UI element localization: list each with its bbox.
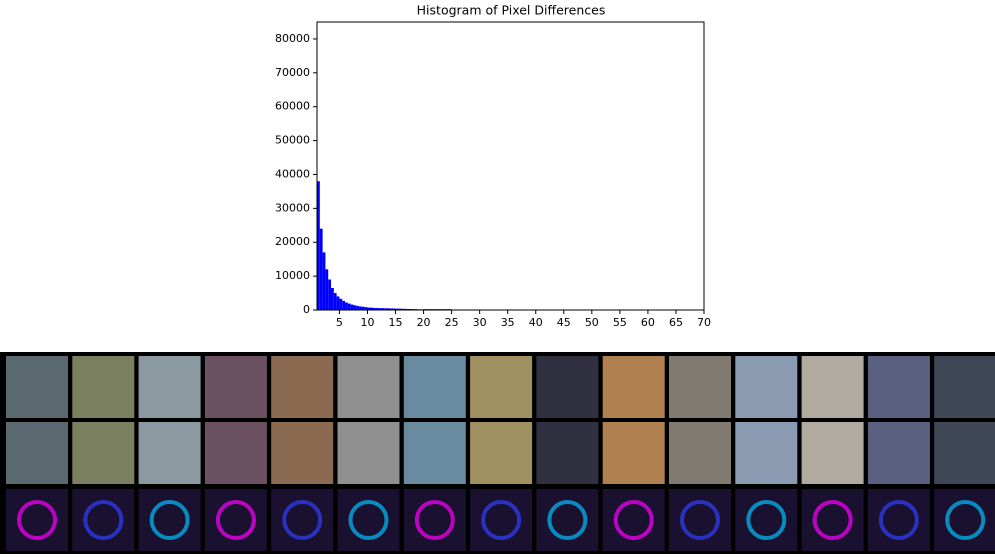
bar bbox=[334, 293, 337, 310]
bar bbox=[323, 252, 326, 310]
image-tile bbox=[735, 422, 797, 484]
image-tile bbox=[338, 356, 400, 418]
x-tick-label: 55 bbox=[613, 316, 627, 329]
x-tick-label: 15 bbox=[389, 316, 403, 329]
bar bbox=[331, 288, 334, 310]
bar bbox=[348, 304, 351, 310]
y-tick-label: 0 bbox=[303, 303, 310, 316]
difference-tile bbox=[934, 489, 995, 551]
bar bbox=[359, 306, 362, 310]
chart-title: Histogram of Pixel Differences bbox=[417, 3, 606, 18]
image-tile bbox=[72, 356, 134, 418]
bar bbox=[351, 305, 354, 310]
bar bbox=[328, 280, 331, 310]
difference-tile bbox=[404, 489, 466, 551]
bar bbox=[356, 306, 359, 310]
image-tile bbox=[139, 422, 201, 484]
image-tile bbox=[868, 422, 930, 484]
image-tile bbox=[934, 356, 995, 418]
image-tile bbox=[669, 356, 731, 418]
x-tick-label: 50 bbox=[585, 316, 599, 329]
image-tile bbox=[205, 422, 267, 484]
image-tile bbox=[72, 422, 134, 484]
image-tile bbox=[6, 356, 68, 418]
difference-tile bbox=[536, 489, 598, 551]
image-tile bbox=[536, 356, 598, 418]
bar bbox=[345, 303, 348, 310]
image-tile bbox=[139, 356, 201, 418]
y-tick-label: 80000 bbox=[275, 32, 310, 45]
bar bbox=[339, 299, 342, 310]
x-tick-label: 40 bbox=[529, 316, 543, 329]
y-tick-label: 40000 bbox=[275, 167, 310, 180]
image-tile bbox=[404, 356, 466, 418]
image-tile bbox=[934, 422, 995, 484]
x-tick-label: 45 bbox=[557, 316, 571, 329]
image-tile bbox=[470, 356, 532, 418]
image-grid bbox=[6, 356, 995, 551]
difference-tile bbox=[470, 489, 532, 551]
image-tile bbox=[735, 356, 797, 418]
difference-tile bbox=[72, 489, 134, 551]
image-tile bbox=[271, 422, 333, 484]
x-tick-label: 20 bbox=[417, 316, 431, 329]
x-tick-label: 30 bbox=[473, 316, 487, 329]
difference-tile bbox=[139, 489, 201, 551]
bar bbox=[342, 301, 345, 310]
x-tick-label: 35 bbox=[501, 316, 515, 329]
image-tile bbox=[536, 422, 598, 484]
image-tile bbox=[6, 422, 68, 484]
image-tile bbox=[470, 422, 532, 484]
x-tick-label: 25 bbox=[445, 316, 459, 329]
difference-tile bbox=[6, 489, 68, 551]
plot-frame bbox=[317, 22, 704, 310]
bar bbox=[320, 229, 323, 310]
image-tile bbox=[603, 356, 665, 418]
bar bbox=[325, 269, 328, 310]
difference-tile bbox=[271, 489, 333, 551]
difference-tile bbox=[868, 489, 930, 551]
x-tick-label: 60 bbox=[641, 316, 655, 329]
y-tick-label: 50000 bbox=[275, 134, 310, 147]
x-tick-label: 65 bbox=[669, 316, 683, 329]
image-tile bbox=[603, 422, 665, 484]
difference-tile bbox=[735, 489, 797, 551]
image-tile bbox=[802, 356, 864, 418]
y-tick-label: 20000 bbox=[275, 235, 310, 248]
bar bbox=[337, 296, 340, 310]
image-tile bbox=[338, 422, 400, 484]
image-tile bbox=[802, 422, 864, 484]
image-tile bbox=[404, 422, 466, 484]
difference-tile bbox=[669, 489, 731, 551]
image-tile bbox=[205, 356, 267, 418]
difference-tile bbox=[802, 489, 864, 551]
difference-tile bbox=[205, 489, 267, 551]
y-tick-label: 60000 bbox=[275, 100, 310, 113]
y-tick-label: 30000 bbox=[275, 201, 310, 214]
image-tile bbox=[271, 356, 333, 418]
bar bbox=[353, 305, 356, 310]
y-tick-label: 70000 bbox=[275, 66, 310, 79]
image-tile bbox=[868, 356, 930, 418]
x-tick-label: 10 bbox=[360, 316, 374, 329]
y-tick-label: 10000 bbox=[275, 269, 310, 282]
x-tick-label: 5 bbox=[336, 316, 343, 329]
difference-tile bbox=[603, 489, 665, 551]
x-tick-label: 70 bbox=[697, 316, 711, 329]
difference-tile bbox=[338, 489, 400, 551]
image-tile bbox=[669, 422, 731, 484]
